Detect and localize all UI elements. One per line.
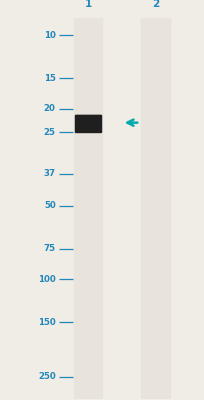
Text: 37: 37 — [43, 170, 55, 178]
Text: 100: 100 — [38, 275, 55, 284]
Text: 50: 50 — [44, 201, 55, 210]
Text: 250: 250 — [38, 372, 55, 381]
Text: 20: 20 — [44, 104, 55, 113]
Text: 10: 10 — [44, 31, 55, 40]
Bar — [74, 18, 102, 399]
Text: 15: 15 — [44, 74, 55, 83]
Bar — [141, 18, 169, 399]
Text: 150: 150 — [38, 318, 55, 327]
Text: 25: 25 — [44, 128, 55, 137]
Text: 75: 75 — [43, 244, 55, 253]
Text: 1: 1 — [84, 0, 91, 9]
Text: 2: 2 — [151, 0, 158, 9]
